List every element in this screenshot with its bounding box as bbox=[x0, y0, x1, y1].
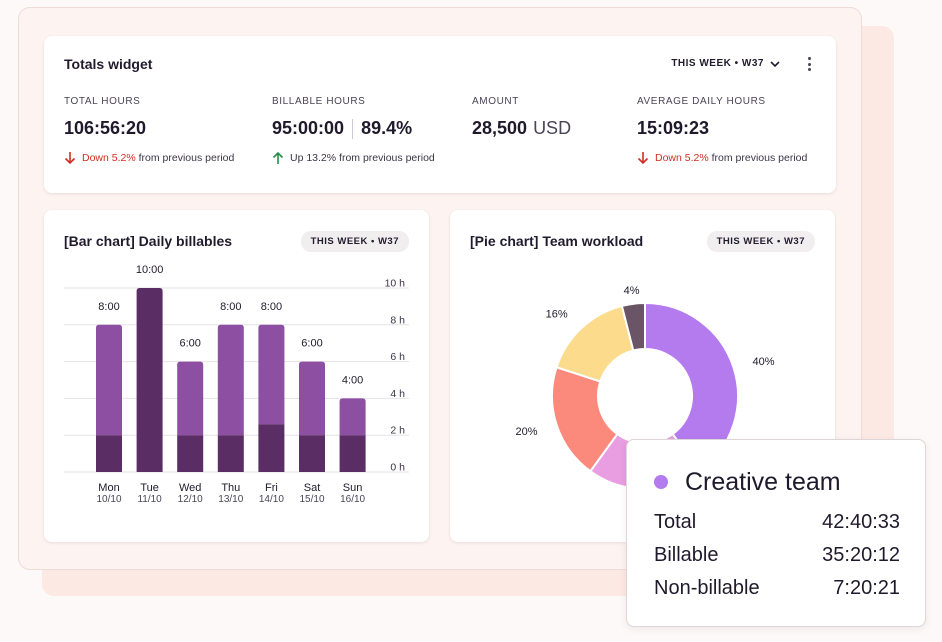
bar-chart: 0 h2 h4 h6 h8 h10 h8:00Mon10/1010:00Tue1… bbox=[64, 264, 409, 505]
bar-segment[interactable] bbox=[177, 361, 204, 436]
tooltip-row-billable: Billable 35:20:12 bbox=[654, 544, 900, 566]
bar-segment[interactable] bbox=[299, 361, 325, 436]
totals-widget: Totals widget THIS WEEK • W37 TOTAL HOUR… bbox=[44, 36, 836, 193]
chevron-down-icon bbox=[770, 60, 780, 67]
x-tick-label: Fri bbox=[265, 482, 278, 494]
arrow-down-icon bbox=[637, 152, 649, 165]
y-tick-label: 0 h bbox=[390, 462, 405, 474]
stat-trend: Down 5.2% from previous period bbox=[64, 151, 234, 165]
bar-value-label: 10:00 bbox=[136, 264, 164, 276]
stat-amount: AMOUNT 28,500 USD bbox=[472, 96, 571, 139]
x-tick-date: 16/10 bbox=[340, 494, 365, 505]
tooltip-row-total: Total 42:40:33 bbox=[654, 511, 900, 533]
bar-value-label: 8:00 bbox=[261, 301, 282, 313]
pie-slice-label: 4% bbox=[624, 285, 640, 297]
stat-trend: Up 13.2% from previous period bbox=[272, 151, 435, 165]
y-tick-label: 2 h bbox=[390, 425, 405, 437]
bar-segment[interactable] bbox=[217, 435, 244, 472]
x-tick-date: 14/10 bbox=[259, 494, 284, 505]
stat-value: 95:00:00 89.4% bbox=[272, 118, 413, 139]
stat-label: AVERAGE DAILY HOURS bbox=[637, 96, 766, 107]
bar-chart-title: [Bar chart] Daily billables bbox=[64, 233, 233, 249]
stat-trend: Down 5.2% from previous period bbox=[637, 151, 807, 165]
stat-label: TOTAL HOURS bbox=[64, 96, 141, 107]
stat-value: 106:56:20 bbox=[64, 118, 147, 138]
y-tick-label: 8 h bbox=[390, 314, 405, 326]
pie-slice[interactable] bbox=[620, 301, 646, 352]
x-tick-label: Wed bbox=[179, 482, 201, 494]
stat-label: AMOUNT bbox=[472, 96, 519, 107]
bar-value-label: 4:00 bbox=[342, 374, 363, 386]
pie-slice-label: 40% bbox=[752, 356, 774, 368]
x-tick-label: Sat bbox=[304, 482, 321, 494]
x-tick-date: 11/10 bbox=[137, 494, 162, 505]
stat-total-hours: TOTAL HOURS 106:56:20 Down 5.2% from pre… bbox=[64, 96, 234, 165]
arrow-up-icon bbox=[272, 151, 284, 164]
bar-segment[interactable] bbox=[339, 435, 366, 472]
bar-segment[interactable] bbox=[258, 324, 285, 425]
stat-billable-hours: BILLABLE HOURS 95:00:00 89.4% Up 13.2% fr… bbox=[272, 96, 435, 165]
stat-value: 28,500 USD bbox=[472, 118, 572, 138]
stat-average-daily-hours: AVERAGE DAILY HOURS 15:09:23 Down 5.2% f… bbox=[637, 96, 807, 165]
y-tick-label: 6 h bbox=[390, 351, 405, 363]
totals-title: Totals widget bbox=[64, 56, 153, 72]
x-tick-date: 10/10 bbox=[96, 494, 121, 505]
team-tooltip: Creative team Total 42:40:33 Billable 35:2… bbox=[626, 439, 926, 627]
pie-slice-label: 20% bbox=[515, 426, 537, 438]
period-dropdown-label: THIS WEEK • W37 bbox=[671, 58, 764, 69]
tooltip-row-non-billable: Non-billable 7:20:21 bbox=[654, 577, 900, 599]
stat-label: BILLABLE HOURS bbox=[272, 96, 366, 107]
x-tick-label: Thu bbox=[221, 482, 240, 494]
stat-value: 15:09:23 bbox=[637, 118, 710, 138]
arrow-down-icon bbox=[64, 152, 76, 165]
bar-period-badge[interactable]: THIS WEEK • W37 bbox=[300, 231, 409, 252]
pie-slice[interactable] bbox=[555, 304, 635, 383]
bar-value-label: 8:00 bbox=[98, 301, 119, 313]
period-dropdown[interactable]: THIS WEEK • W37 bbox=[671, 58, 780, 69]
bar-segment[interactable] bbox=[96, 435, 122, 472]
pie-chart: 40% 20% 16% 4% bbox=[515, 285, 775, 490]
bar-chart-card: [Bar chart] Daily billables THIS WEEK • … bbox=[44, 210, 429, 542]
y-tick-label: 10 h bbox=[385, 278, 406, 290]
bar-value-label: 6:00 bbox=[179, 338, 200, 350]
x-tick-date: 13/10 bbox=[218, 494, 243, 505]
x-tick-date: 15/10 bbox=[299, 494, 324, 505]
pie-period-badge[interactable]: THIS WEEK • W37 bbox=[706, 231, 815, 252]
x-tick-label: Tue bbox=[140, 482, 159, 494]
bar-segment[interactable] bbox=[217, 324, 244, 436]
bar-segment[interactable] bbox=[258, 424, 285, 472]
tooltip-team-name: Creative team bbox=[685, 468, 841, 496]
bar-segment[interactable] bbox=[96, 324, 122, 436]
bar-value-label: 6:00 bbox=[301, 338, 322, 350]
x-tick-label: Mon bbox=[98, 482, 119, 494]
bar-segment[interactable] bbox=[339, 398, 366, 436]
more-options-icon[interactable] bbox=[804, 54, 814, 74]
bar-segment[interactable] bbox=[299, 435, 325, 472]
x-tick-label: Sun bbox=[343, 482, 363, 494]
pie-slice-label: 16% bbox=[546, 309, 568, 321]
x-tick-date: 12/10 bbox=[178, 494, 203, 505]
bar-value-label: 8:00 bbox=[220, 301, 241, 313]
y-tick-label: 4 h bbox=[390, 388, 405, 400]
bar-segment[interactable] bbox=[136, 288, 163, 472]
bar-segment[interactable] bbox=[177, 435, 204, 472]
pie-chart-title: [Pie chart] Team workload bbox=[470, 233, 644, 249]
legend-dot bbox=[654, 475, 668, 489]
